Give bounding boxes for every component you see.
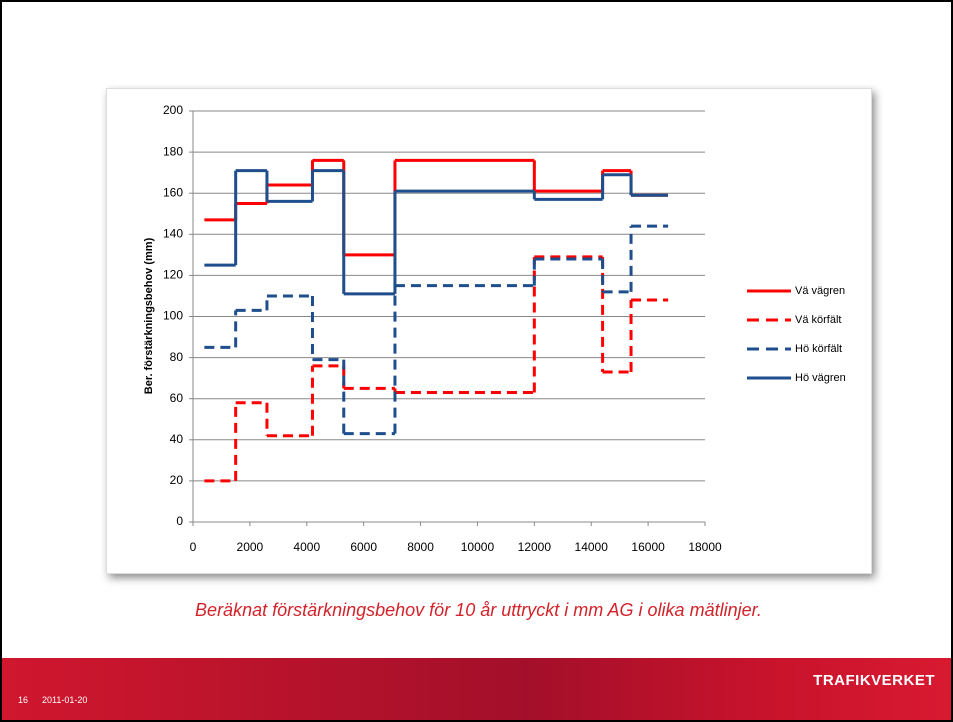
- page-number: 16: [18, 695, 29, 705]
- y-tick-label: 140: [163, 226, 183, 240]
- y-tick-label: 160: [163, 185, 183, 199]
- y-tick-label: 40: [170, 432, 184, 446]
- y-tick-label: 100: [163, 309, 183, 323]
- x-tick-label: 10000: [461, 540, 495, 554]
- x-tick-label: 8000: [407, 540, 434, 554]
- y-tick-label: 60: [170, 391, 184, 405]
- legend-label: Vä vägren: [795, 285, 845, 297]
- x-tick-label: 2000: [237, 540, 264, 554]
- x-tick-label: 18000: [688, 540, 722, 554]
- chart: Ber. förstärkningsbehov (mm) 0 20 40 60 80 10…: [143, 103, 846, 554]
- y-tick-label: 180: [163, 144, 183, 158]
- legend-label: Hö vägren: [795, 372, 846, 384]
- x-tick-label: 16000: [631, 540, 665, 554]
- x-tick-label: 14000: [575, 540, 609, 554]
- footer: 16 2011-01-20 TRAFIKVERKET: [2, 658, 951, 720]
- y-tick-label: 20: [170, 473, 184, 487]
- y-tick-label: 0: [176, 514, 183, 528]
- legend-label: Vä körfält: [795, 314, 841, 326]
- legend-label: Hö körfält: [795, 343, 842, 355]
- chart-box: Ber. förstärkningsbehov (mm) 0 20 40 60 80 10…: [106, 88, 872, 574]
- date: 2011-01-20: [42, 695, 88, 705]
- x-tick-label: 6000: [350, 540, 377, 554]
- x-tick-label: 0: [190, 540, 197, 554]
- y-tick-label: 200: [163, 103, 183, 117]
- caption: Beräknat förstärkningsbehov för 10 år ut…: [195, 600, 762, 620]
- logo: TRAFIKVERKET: [813, 672, 935, 689]
- y-tick-label: 120: [163, 268, 183, 282]
- y-axis-label: Ber. förstärkningsbehov (mm): [143, 237, 155, 394]
- y-tick-label: 80: [170, 350, 184, 364]
- x-tick-label: 12000: [518, 540, 552, 554]
- x-tick-label: 4000: [293, 540, 320, 554]
